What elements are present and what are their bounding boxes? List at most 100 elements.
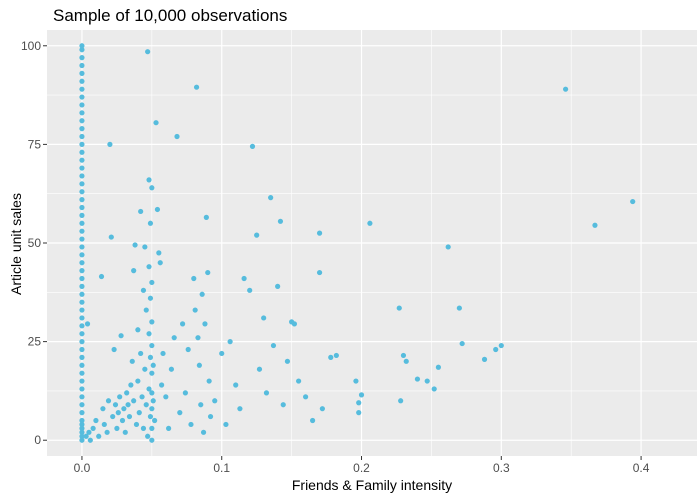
data-point <box>79 433 85 439</box>
y-tick-label: 50 <box>28 236 42 250</box>
data-point <box>171 335 177 341</box>
data-point <box>79 197 85 203</box>
data-point <box>79 402 85 408</box>
data-point <box>156 250 162 256</box>
data-point <box>79 228 85 234</box>
data-point <box>131 268 137 274</box>
data-point <box>79 173 85 179</box>
data-point <box>100 406 106 412</box>
data-point <box>79 425 85 431</box>
data-point <box>493 346 499 353</box>
y-tick-label: 0 <box>34 433 41 447</box>
data-point <box>79 189 85 195</box>
data-point <box>182 390 188 396</box>
data-points <box>79 43 636 443</box>
data-point <box>139 394 145 400</box>
data-point <box>121 406 127 412</box>
data-point <box>79 110 85 116</box>
data-point <box>79 437 85 443</box>
data-point <box>79 394 85 400</box>
data-point <box>79 268 85 274</box>
data-point <box>149 279 155 286</box>
data-point <box>110 413 116 420</box>
data-point <box>149 425 155 431</box>
data-point <box>205 269 211 276</box>
data-point <box>563 86 569 92</box>
data-point <box>147 295 154 301</box>
data-point <box>87 437 93 443</box>
data-point <box>424 378 430 384</box>
data-point <box>114 425 120 431</box>
data-point <box>261 315 267 321</box>
data-point <box>431 386 437 392</box>
data-point <box>150 398 156 404</box>
data-point <box>79 299 85 305</box>
data-point <box>188 421 194 428</box>
data-point <box>149 390 155 396</box>
data-point <box>207 413 214 420</box>
data-point <box>284 358 291 364</box>
data-point <box>179 321 186 327</box>
data-point <box>79 55 85 61</box>
data-point <box>79 133 85 140</box>
data-point <box>177 410 183 416</box>
data-point <box>296 378 302 384</box>
data-point <box>196 362 202 368</box>
data-point <box>303 394 309 400</box>
y-axis-ticks: 0 25 50 75 100 <box>21 39 47 447</box>
data-point <box>79 126 85 132</box>
data-point <box>309 417 316 424</box>
data-point <box>79 307 85 313</box>
data-point <box>126 413 133 420</box>
data-point <box>153 120 159 126</box>
data-point <box>79 339 85 345</box>
data-point <box>79 362 85 368</box>
data-point <box>128 382 134 388</box>
data-point <box>79 417 85 424</box>
data-point <box>481 356 488 362</box>
x-tick-label: 0.4 <box>633 461 650 475</box>
data-point <box>316 230 323 236</box>
data-point <box>195 335 201 341</box>
data-point <box>592 222 598 228</box>
data-point <box>143 307 149 313</box>
x-tick-label: 0.3 <box>493 461 510 475</box>
data-point <box>107 141 113 147</box>
data-point <box>150 362 156 368</box>
data-point <box>79 429 85 435</box>
data-point <box>79 283 85 289</box>
data-point <box>79 370 85 376</box>
data-point <box>79 275 85 282</box>
data-point <box>152 417 158 424</box>
data-point <box>149 342 155 349</box>
data-point <box>403 358 409 364</box>
data-point <box>101 421 107 428</box>
data-point <box>79 157 85 163</box>
data-point <box>263 390 270 396</box>
data-point <box>202 321 208 327</box>
data-point <box>149 370 155 376</box>
data-point <box>160 350 166 357</box>
data-point <box>367 220 373 226</box>
data-point <box>124 390 130 396</box>
data-point <box>90 425 96 431</box>
data-point <box>191 275 197 282</box>
x-tick-label: 0.0 <box>74 461 91 475</box>
data-point <box>118 333 124 339</box>
data-point <box>79 43 85 49</box>
y-tick-label: 25 <box>28 335 42 349</box>
data-point <box>79 220 85 226</box>
data-point <box>143 402 149 408</box>
data-point <box>277 218 284 224</box>
data-point <box>328 354 334 360</box>
data-point <box>149 437 155 443</box>
data-point <box>353 378 359 384</box>
data-point <box>319 406 325 412</box>
data-point <box>316 269 323 276</box>
data-point <box>79 181 85 187</box>
data-point <box>79 260 85 266</box>
data-point <box>140 287 147 293</box>
data-point <box>630 198 636 205</box>
data-point <box>435 364 441 370</box>
